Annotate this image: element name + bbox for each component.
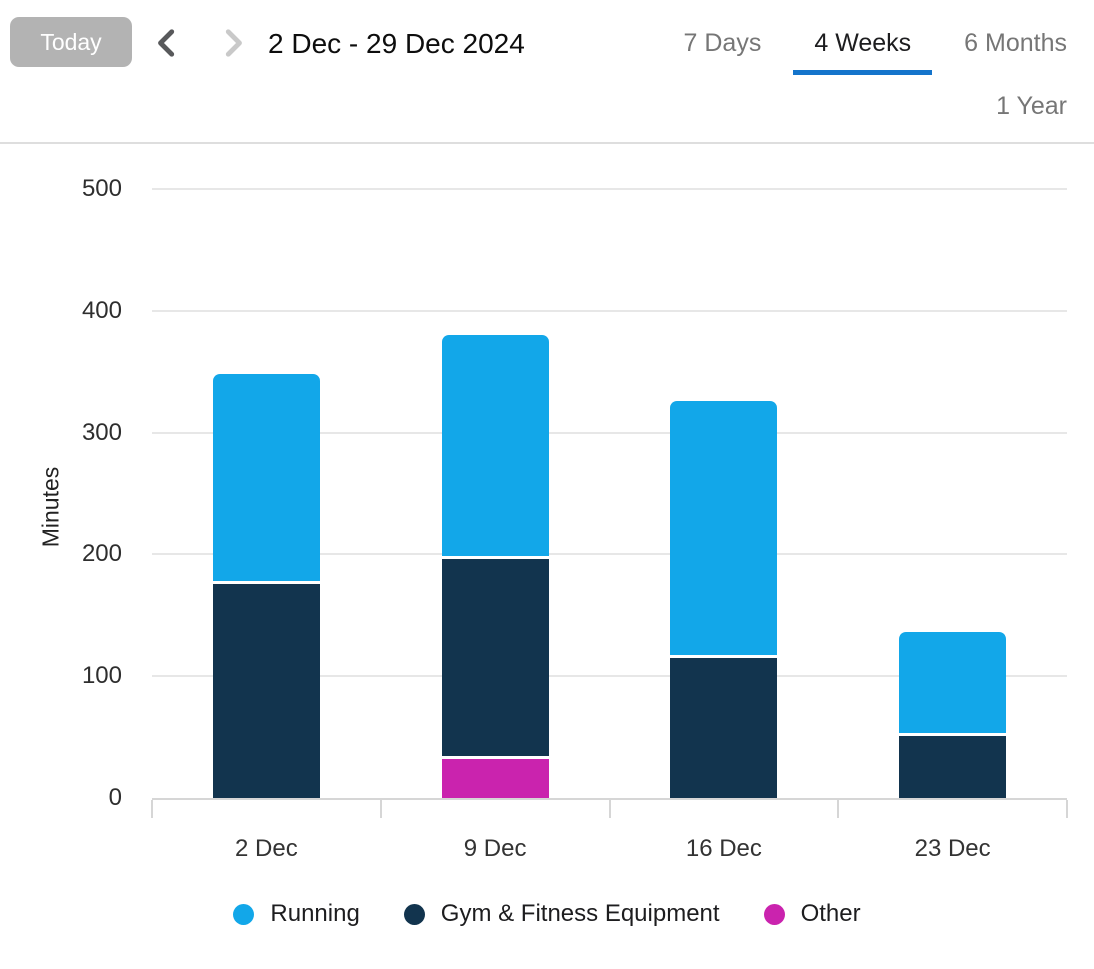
x-axis-category-labels: 2 Dec 9 Dec 16 Dec 23 Dec <box>152 834 1067 870</box>
x-axis-tick <box>151 800 153 818</box>
gridline <box>152 431 1067 434</box>
legend-dot-icon <box>403 903 425 925</box>
previous-period-button[interactable] <box>148 24 188 64</box>
period-tabs: 7 Days 4 Weeks 6 Months 1 Year <box>597 28 1067 121</box>
bar-segment[interactable] <box>441 559 549 760</box>
legend-dot-icon <box>233 903 255 925</box>
x-category-label: 16 Dec <box>685 835 762 862</box>
y-axis-tick-labels: 0 100 200 300 400 500 <box>0 175 122 811</box>
tab-6-months[interactable]: 6 Months <box>964 29 1067 57</box>
tab-1-year[interactable]: 1 Year <box>996 92 1067 120</box>
y-tick-label: 500 <box>81 175 122 202</box>
gridline <box>152 675 1067 678</box>
y-tick-label: 200 <box>81 540 122 568</box>
legend-label: Running <box>270 900 360 927</box>
gridline <box>152 188 1067 190</box>
chart-legend: Running Gym & Fitness Equipment Other <box>0 900 1094 928</box>
x-axis-tick <box>837 800 840 818</box>
bar-segment[interactable] <box>212 374 320 584</box>
y-tick-label: 400 <box>81 296 122 324</box>
x-axis-tick <box>608 800 611 818</box>
legend-label: Gym & Fitness Equipment <box>440 900 720 927</box>
bar-segment[interactable] <box>441 759 549 798</box>
next-period-button[interactable] <box>212 24 252 64</box>
gridline <box>152 553 1067 556</box>
chevron-right-icon <box>214 25 250 64</box>
bar-segment[interactable] <box>670 657 778 798</box>
bar-segment[interactable] <box>441 335 549 560</box>
legend-label: Other <box>800 900 861 927</box>
y-tick-label: 100 <box>81 662 122 690</box>
y-tick-label: 300 <box>81 418 122 446</box>
stacked-bar-chart: Minutes 0 100 200 300 400 500 2 Dec 9 Dec 16 De… <box>0 142 1094 969</box>
chart-header: Today 2 Dec - 29 Dec 2024 7 Days 4 Weeks… <box>0 0 1094 144</box>
today-button-label: Today <box>40 28 102 55</box>
y-tick-label: 0 <box>108 784 122 811</box>
chevron-left-icon <box>150 25 186 64</box>
plot-area <box>151 188 1068 818</box>
tab-4-weeks[interactable]: 4 Weeks <box>793 29 932 75</box>
legend-item[interactable]: Running <box>233 900 360 928</box>
x-axis-tick <box>379 800 382 818</box>
x-category-label: 9 Dec <box>463 835 527 862</box>
x-category-label: 2 Dec <box>235 835 298 862</box>
date-range-label: 2 Dec - 29 Dec 2024 <box>268 28 525 59</box>
x-category-label: 23 Dec <box>914 835 991 862</box>
x-axis-tick <box>1066 800 1068 818</box>
legend-dot-icon <box>763 903 785 925</box>
tab-7-days[interactable]: 7 Days <box>683 29 762 57</box>
today-button[interactable]: Today <box>10 17 132 67</box>
legend-item[interactable]: Other <box>763 900 861 928</box>
bar-segment[interactable] <box>670 400 778 658</box>
legend-item[interactable]: Gym & Fitness Equipment <box>403 900 720 928</box>
bar-segment[interactable] <box>899 632 1007 736</box>
bar-segment[interactable] <box>899 735 1007 798</box>
gridline <box>152 309 1067 312</box>
bar-segment[interactable] <box>212 583 320 798</box>
